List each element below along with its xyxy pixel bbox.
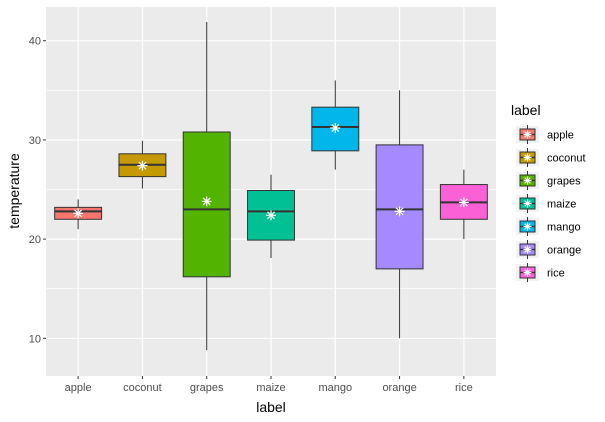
x-axis-title: label (256, 399, 286, 415)
mean-marker (73, 208, 84, 219)
x-axis: apple coconut grapes maize mango orange rice (65, 376, 473, 394)
box-maize (247, 174, 295, 258)
legend-item-rice: rice (516, 263, 565, 282)
box-orange (375, 90, 424, 339)
x-tick-label: mango (318, 382, 352, 394)
mean-marker-stroke (524, 131, 531, 138)
mean-marker (266, 210, 276, 221)
legend-item-coconut: coconut (516, 148, 586, 167)
y-tick-label: 40 (29, 36, 41, 48)
legend-title: label (511, 102, 541, 118)
mean-marker-stroke (395, 207, 404, 216)
y-tick-label: 10 (29, 333, 41, 345)
legend-label: apple (547, 130, 574, 142)
mean-marker (201, 196, 212, 207)
box-rice (439, 169, 488, 240)
mean-marker-stroke (524, 269, 531, 276)
mean-marker (330, 123, 341, 134)
x-tick-label: rice (455, 382, 473, 394)
mean-marker-stroke (524, 246, 531, 253)
legend-item-maize: maize (516, 194, 576, 213)
mean-marker-stroke (524, 223, 531, 230)
mean-marker-stroke (524, 177, 531, 184)
y-tick-label: 20 (29, 234, 41, 246)
mean-marker-stroke (138, 161, 147, 170)
mean-marker-stroke (74, 209, 83, 218)
legend-key-mean (523, 176, 532, 185)
legend-key-mean (523, 130, 532, 139)
mean-marker-stroke (331, 124, 340, 132)
mean-marker-stroke (524, 154, 531, 161)
legend: label apple coconut grapes maize mango orange… (511, 102, 586, 282)
legend-item-apple: apple (516, 125, 574, 144)
legend-label: maize (547, 199, 576, 211)
mean-marker-stroke (459, 198, 468, 207)
legend-key-mean (523, 153, 532, 162)
y-tick-label: 30 (29, 135, 41, 147)
legend-label: rice (547, 268, 565, 280)
legend-label: orange (547, 245, 581, 257)
x-tick-label: maize (256, 382, 285, 394)
legend-label: grapes (547, 176, 581, 188)
x-tick-label: apple (65, 382, 92, 394)
x-tick-label: coconut (123, 382, 162, 394)
boxes (54, 21, 488, 351)
legend-label: coconut (547, 153, 586, 165)
x-tick-label: grapes (190, 382, 224, 394)
box-coconut (118, 140, 167, 189)
mean-marker-stroke (202, 197, 211, 206)
box-grapes (182, 21, 231, 351)
legend-key-mean (523, 268, 532, 277)
legend-key-mean (523, 222, 532, 231)
legend-item-orange: orange (516, 240, 581, 259)
y-axis: 10 20 30 40 (29, 36, 46, 345)
y-axis-title: temperature (6, 153, 22, 229)
mean-marker-stroke (524, 200, 531, 207)
mean-marker (394, 206, 405, 217)
mean-marker (458, 197, 469, 208)
legend-key-mean (523, 199, 532, 208)
mean-marker (137, 160, 148, 171)
legend-item-mango: mango (516, 217, 581, 236)
legend-key-mean (523, 245, 532, 254)
x-tick-label: orange (382, 382, 416, 394)
mean-marker-stroke (267, 211, 275, 220)
legend-item-grapes: grapes (516, 171, 581, 190)
legend-label: mango (547, 222, 581, 234)
box-apple (54, 199, 103, 230)
box-mango (311, 80, 360, 170)
